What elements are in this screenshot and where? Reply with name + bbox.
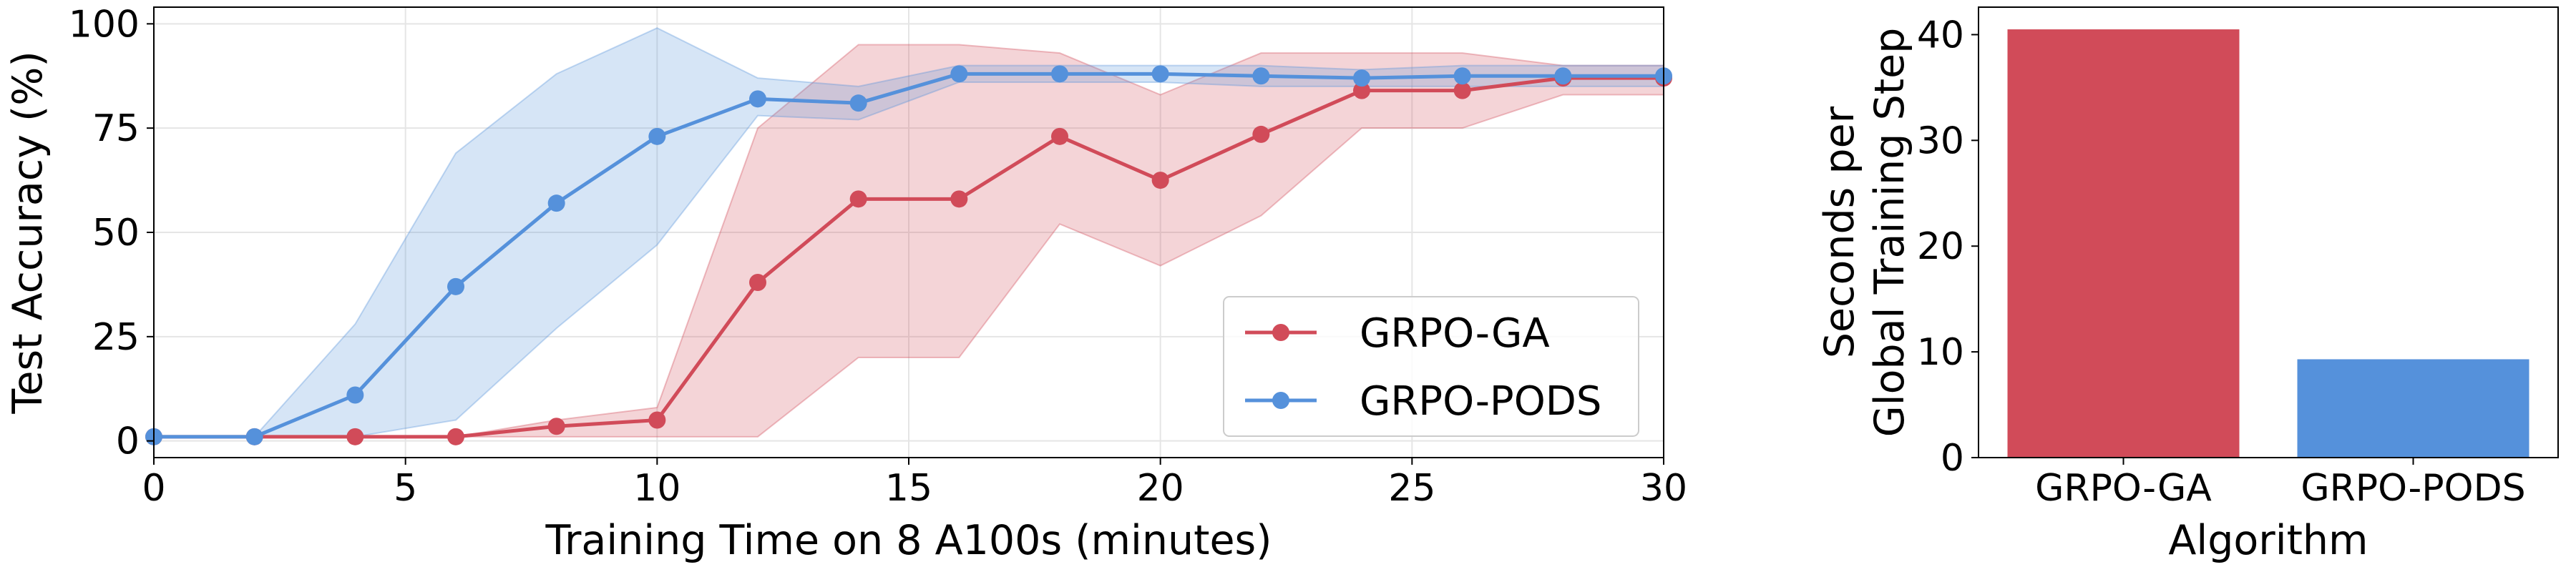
y-axis-label-line-1: Seconds per [1816,106,1863,358]
y-tick-label: 40 [1917,14,1964,56]
point-grpo-pods [245,428,263,445]
x-axis-ticks: GRPO-GA GRPO-PODS [2035,458,2526,510]
x-tick-label: GRPO-GA [2035,467,2212,510]
point-grpo-ga [1051,127,1068,145]
point-grpo-ga [447,428,464,445]
point-grpo-ga [950,190,968,208]
series-points [145,65,1672,445]
y-tick-label: 30 [1917,119,1964,162]
line-chart: 0 5 10 15 20 25 30 0 25 50 75 100 Training Time on… [4,3,1687,564]
point-grpo-pods [1353,69,1370,87]
point-grpo-ga [1252,125,1270,143]
point-grpo-pods [1554,67,1572,85]
point-grpo-ga [648,411,666,429]
bars [2007,29,2529,458]
legend-marker-grpo-ga [1272,324,1289,341]
point-grpo-ga [1353,82,1370,99]
y-tick-label: 50 [92,212,140,255]
x-tick-label: 30 [1640,467,1687,510]
x-axis-label: Training Time on 8 A100s (minutes) [545,517,1272,564]
point-grpo-pods [547,194,565,212]
point-grpo-pods [1252,67,1270,85]
legend-box [1223,296,1639,437]
legend-marker-grpo-pods [1272,392,1289,409]
point-grpo-pods [950,65,968,83]
line-grpo-ga [154,76,1664,439]
point-grpo-ga [346,428,364,445]
y-axis-ticks: 0 25 50 75 100 [69,3,154,463]
point-grpo-ga [749,274,766,291]
x-tick-label: 25 [1388,467,1435,510]
x-tick-label: 5 [394,467,417,510]
y-axis-label-line-2: Global Training Step [1866,28,1913,438]
point-grpo-pods [648,127,666,145]
point-grpo-ga [1453,82,1471,99]
point-grpo-pods [1151,65,1169,83]
line-grpo-pods [154,72,1664,439]
point-grpo-pods [1453,67,1471,85]
point-grpo-pods [447,277,464,295]
x-tick-label: GRPO-PODS [2301,467,2525,510]
y-tick-label: 0 [1941,437,1964,480]
y-axis-ticks: 0 10 20 30 40 [1917,14,1979,480]
point-grpo-pods [849,94,867,112]
bar-grpo-ga [2007,29,2240,458]
x-tick-label: 0 [142,467,165,510]
x-axis-label: Algorithm [2168,517,2368,564]
plot-frame [1978,6,2559,458]
legend: GRPO-GA GRPO-PODS [1223,296,1639,437]
x-tick-label: 20 [1137,467,1184,510]
y-tick-label: 25 [92,316,140,359]
point-grpo-pods [1051,65,1068,83]
point-grpo-ga [849,190,867,208]
point-grpo-ga [1151,172,1169,189]
x-axis-ticks: 0 5 10 15 20 25 30 [142,458,1687,510]
y-tick-label: 0 [116,420,140,463]
y-tick-label: 100 [69,3,140,46]
bar-chart: GRPO-GA GRPO-PODS 0 10 20 30 40 Algorithm Sec… [1816,6,2559,564]
y-tick-label: 20 [1917,225,1964,268]
y-tick-label: 75 [92,107,140,150]
y-axis-label: Test Accuracy (%) [4,51,52,414]
point-grpo-pods [749,90,766,108]
y-tick-label: 10 [1917,331,1964,374]
legend-label-grpo-ga: GRPO-GA [1360,310,1550,357]
point-grpo-pods [346,386,364,404]
x-tick-label: 15 [885,467,932,510]
point-grpo-ga [547,418,565,435]
bar-grpo-pods [2297,359,2529,458]
x-tick-label: 10 [633,467,680,510]
legend-label-grpo-pods: GRPO-PODS [1360,378,1601,425]
series-lines [154,72,1664,439]
